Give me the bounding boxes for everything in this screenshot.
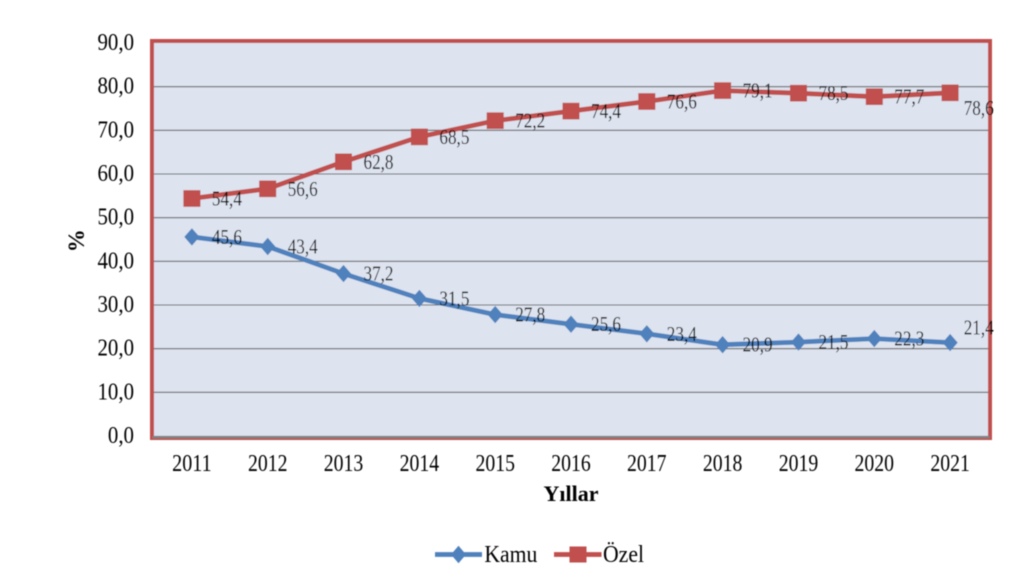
svg-text:62,8: 62,8 (364, 150, 394, 174)
svg-text:74,4: 74,4 (591, 99, 621, 123)
svg-text:79,1: 79,1 (743, 79, 773, 103)
svg-text:2020: 2020 (855, 451, 895, 477)
svg-text:2013: 2013 (324, 451, 364, 477)
svg-text:20,0: 20,0 (98, 336, 135, 362)
svg-text:70,0: 70,0 (98, 117, 135, 143)
svg-text:25,6: 25,6 (591, 312, 621, 336)
svg-text:21,5: 21,5 (819, 330, 849, 354)
svg-text:2015: 2015 (475, 451, 515, 477)
svg-text:2021: 2021 (930, 451, 970, 477)
svg-text:50,0: 50,0 (98, 205, 135, 231)
svg-text:Kamu: Kamu (484, 542, 537, 568)
svg-text:20,9: 20,9 (743, 333, 773, 357)
svg-text:2018: 2018 (703, 451, 743, 477)
svg-text:Yıllar: Yıllar (544, 481, 599, 506)
svg-text:56,6: 56,6 (288, 177, 318, 201)
svg-text:22,3: 22,3 (894, 327, 924, 351)
svg-text:78,5: 78,5 (819, 81, 849, 105)
svg-text:2017: 2017 (627, 451, 667, 477)
svg-text:0,0: 0,0 (108, 423, 134, 449)
svg-text:2016: 2016 (551, 451, 591, 477)
svg-text:30,0: 30,0 (98, 292, 135, 318)
svg-text:72,2: 72,2 (515, 109, 545, 133)
svg-text:10,0: 10,0 (98, 379, 135, 405)
svg-text:Özel: Özel (603, 542, 644, 568)
svg-text:76,6: 76,6 (667, 90, 697, 114)
svg-text:%: % (64, 229, 89, 252)
svg-text:54,4: 54,4 (212, 187, 242, 211)
svg-text:31,5: 31,5 (439, 286, 469, 310)
svg-text:2011: 2011 (172, 451, 212, 477)
svg-text:90,0: 90,0 (98, 30, 135, 56)
svg-text:2014: 2014 (400, 451, 440, 477)
svg-text:68,5: 68,5 (439, 125, 469, 149)
svg-text:40,0: 40,0 (98, 248, 135, 274)
svg-text:78,6: 78,6 (964, 96, 994, 120)
svg-text:80,0: 80,0 (98, 74, 135, 100)
svg-text:60,0: 60,0 (98, 161, 135, 187)
svg-text:45,6: 45,6 (212, 225, 242, 249)
svg-text:21,4: 21,4 (964, 316, 994, 340)
svg-text:37,2: 37,2 (364, 262, 394, 286)
svg-text:2019: 2019 (779, 451, 819, 477)
svg-text:27,8: 27,8 (515, 303, 545, 327)
svg-text:2012: 2012 (248, 451, 288, 477)
svg-text:77,7: 77,7 (894, 85, 924, 109)
svg-text:43,4: 43,4 (288, 235, 318, 259)
svg-text:23,4: 23,4 (667, 322, 697, 346)
